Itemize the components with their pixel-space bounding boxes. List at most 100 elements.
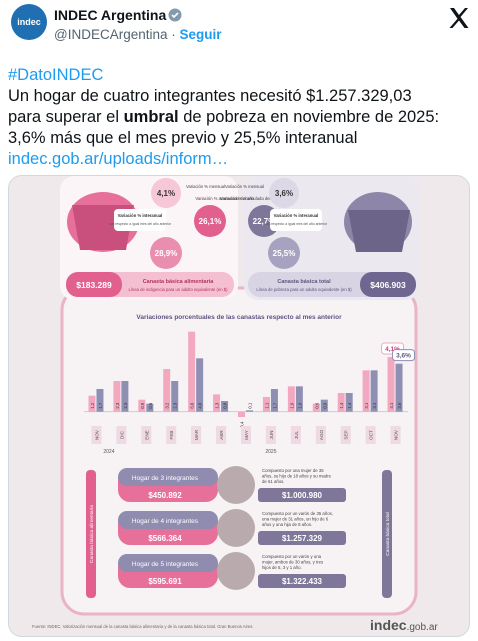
source: Fuente: INDEC. Valorización mensual de l… xyxy=(32,624,254,629)
bubbles: 4,1% Variación % mensual 26,1% Variación % … xyxy=(109,178,328,269)
home-title: Hogar de 4 integrantes xyxy=(132,518,199,525)
category-tag xyxy=(315,426,326,444)
basket xyxy=(348,210,410,252)
home-cba: $450.892 xyxy=(148,491,182,500)
bar xyxy=(88,395,96,412)
bar xyxy=(171,381,179,412)
hashtag[interactable]: #DatoINDEC xyxy=(8,66,103,84)
value-label: 3,6 xyxy=(397,402,402,409)
home-desc: una mujer de 31 años, un hijo de 6 xyxy=(262,517,329,522)
cba-title: Canasta básica alimentaria xyxy=(143,279,215,285)
value-label: 0,1 xyxy=(248,402,253,409)
bar xyxy=(246,410,253,412)
cbt-amount: $406.903 xyxy=(370,280,406,290)
value-label: 3,1 xyxy=(372,402,377,409)
text-part: para superar el xyxy=(8,108,119,126)
bar xyxy=(221,401,229,412)
category-tag xyxy=(290,426,301,444)
category-tag xyxy=(390,426,401,444)
home-cbt-box xyxy=(258,488,346,502)
value-label: 1,3 xyxy=(215,402,220,409)
yoy-label: Variación % interanual xyxy=(118,213,163,218)
side-band xyxy=(382,470,392,598)
home-cbt: $1.322.433 xyxy=(282,577,323,586)
x-tick-label: ENE xyxy=(144,430,149,439)
bar xyxy=(146,403,154,412)
category-tag xyxy=(241,426,251,444)
cbt-title: Canasta básica total xyxy=(277,279,331,285)
home-pill-top xyxy=(118,554,218,572)
category-tag xyxy=(166,426,177,444)
value-label: 4,0 xyxy=(198,402,203,409)
bar xyxy=(312,403,320,412)
x-tick-label: JUL xyxy=(294,430,299,439)
home-desc: mujer, ambos de 30 años, y tres xyxy=(262,560,323,565)
side-band xyxy=(86,470,96,598)
x-tick-label: ABR xyxy=(219,430,224,440)
value-label: 1,9 xyxy=(289,402,294,409)
year-label: 2024 xyxy=(103,449,114,455)
bar xyxy=(270,389,278,412)
bar xyxy=(96,389,104,412)
cbt-subtitle: Línea de pobreza para un adulto equivale… xyxy=(256,287,352,292)
home-cbt: $1.257.329 xyxy=(282,534,323,543)
home-title: Hogar de 3 integrantes xyxy=(132,475,199,482)
households: Hogar de 3 integrantes $450.892 Compuesto … xyxy=(118,466,346,590)
x-tick-label: SEP xyxy=(344,430,349,439)
yoy-note: con respecto a igual mes del año anterio… xyxy=(109,222,172,226)
text-line: Un hogar de cuatro integrantes necesitó … xyxy=(8,87,412,105)
home-desc: Compuesto por una mujer de 35 xyxy=(262,468,324,473)
bubble xyxy=(150,237,182,269)
handle[interactable]: @INDECArgentina xyxy=(54,27,168,42)
monthly-label: Variación % mensual xyxy=(225,184,264,189)
value-label: 1,4 xyxy=(347,402,352,409)
value-label: 2,3 xyxy=(173,402,178,409)
home-photo xyxy=(217,552,255,590)
bar xyxy=(262,397,270,412)
bar xyxy=(287,386,295,412)
category-tag xyxy=(116,426,127,444)
bubble xyxy=(151,178,181,208)
ytd-label: Variación % acumulada del año xyxy=(220,196,279,201)
x-tick-label: NOV xyxy=(394,429,399,440)
cba-amount-box xyxy=(66,272,122,297)
ytd-value: 26,1% xyxy=(199,217,222,226)
highlight-box xyxy=(392,349,416,362)
bar xyxy=(113,381,121,412)
value-label: 4,1 xyxy=(389,402,394,409)
home-desc: hijos de 5, 3 y 1 año. xyxy=(262,565,302,570)
value-label: 0,6 xyxy=(148,402,153,409)
x-tick-label: OCT xyxy=(369,430,374,440)
bar xyxy=(238,411,245,417)
value-label: 3,2 xyxy=(165,402,170,409)
home-pill-top xyxy=(118,468,218,486)
link[interactable]: indec.gob.ar/uploads/inform… xyxy=(8,150,228,168)
bar xyxy=(163,369,171,412)
category-tag xyxy=(191,426,202,444)
highlight-label: 4,1% xyxy=(385,346,400,353)
avatar[interactable] xyxy=(11,4,47,40)
value-label: 3,1 xyxy=(364,402,369,409)
bar xyxy=(337,393,345,412)
monthly-value: 3,6% xyxy=(275,189,293,198)
value-label: 0,6 xyxy=(314,402,319,409)
follow[interactable]: Seguir xyxy=(180,27,223,42)
bubble xyxy=(269,178,299,208)
bar xyxy=(370,370,378,412)
category-tag xyxy=(216,426,227,444)
x-logo[interactable] xyxy=(449,8,469,28)
text-part: de pobreza en noviembre de 2025: xyxy=(183,108,439,126)
bar xyxy=(295,386,303,412)
bubble xyxy=(194,205,226,237)
bar xyxy=(213,394,221,412)
cbt-amount-box xyxy=(360,272,416,297)
home-cbt: $1.000.980 xyxy=(282,491,323,500)
value-label: 1,2 xyxy=(90,402,95,409)
home-desc: Compuesto por un varón de 35 años, xyxy=(262,511,333,516)
cba-subtitle: Línea de indigencia para un adulto equiv… xyxy=(129,287,229,292)
author-name[interactable]: INDEC Argentina xyxy=(54,7,166,23)
yoy-tag xyxy=(270,209,322,231)
